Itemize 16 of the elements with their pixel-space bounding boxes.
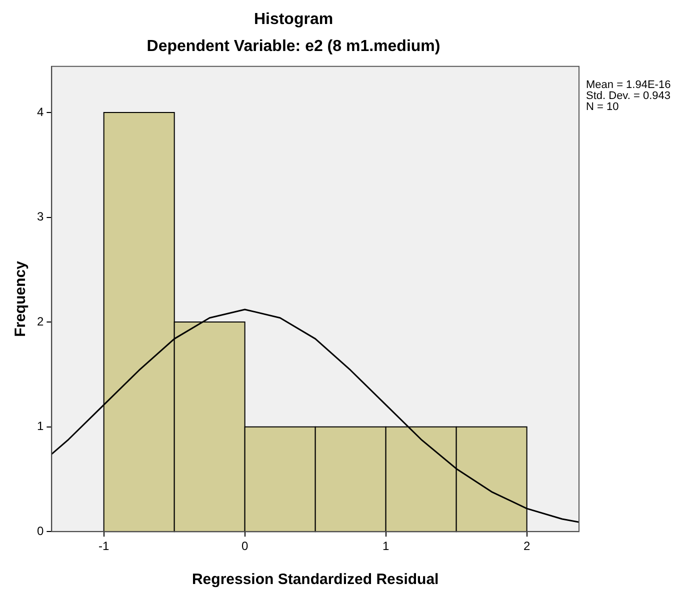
y-tick-label: 4 <box>36 104 44 119</box>
text: N = 10 <box>586 100 619 113</box>
y-tick-label: 1 <box>36 419 44 434</box>
y-axis-title: Frequency <box>12 260 30 337</box>
x-tick-label: -1 <box>98 539 110 554</box>
x-axis-title: Regression Standardized Residual <box>192 571 439 588</box>
text: Std. Dev. = 0.943 <box>586 90 670 102</box>
chart-title: Histogram <box>254 11 334 28</box>
x-tick-label: 2 <box>523 539 530 554</box>
x-tick-label: 0 <box>241 539 248 554</box>
y-tick-label: 2 <box>36 314 44 328</box>
y-tick-label: 3 <box>36 210 44 224</box>
chart-subtitle: Dependent Variable: e2 (8 m1.medium) <box>146 38 440 56</box>
text: Mean = 1.94E-16 <box>586 78 671 91</box>
x-tick-label: 1 <box>382 539 390 554</box>
y-tick-label: 0 <box>36 524 44 538</box>
